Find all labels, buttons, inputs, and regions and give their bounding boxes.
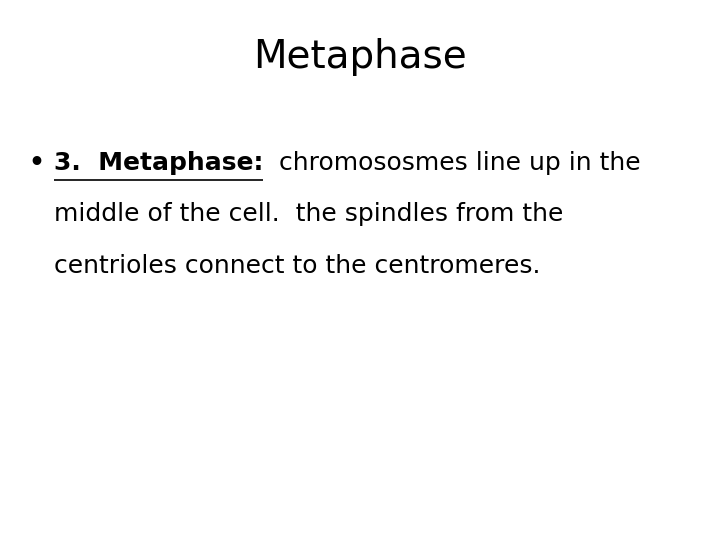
Text: •: •	[29, 151, 45, 175]
Text: 3.  Metaphase:: 3. Metaphase:	[54, 151, 264, 175]
Text: centrioles connect to the centromeres.: centrioles connect to the centromeres.	[54, 254, 541, 278]
Text: middle of the cell.  the spindles from the: middle of the cell. the spindles from th…	[54, 202, 563, 226]
Text: Metaphase: Metaphase	[253, 38, 467, 76]
Text: chromososmes line up in the: chromososmes line up in the	[264, 151, 641, 175]
